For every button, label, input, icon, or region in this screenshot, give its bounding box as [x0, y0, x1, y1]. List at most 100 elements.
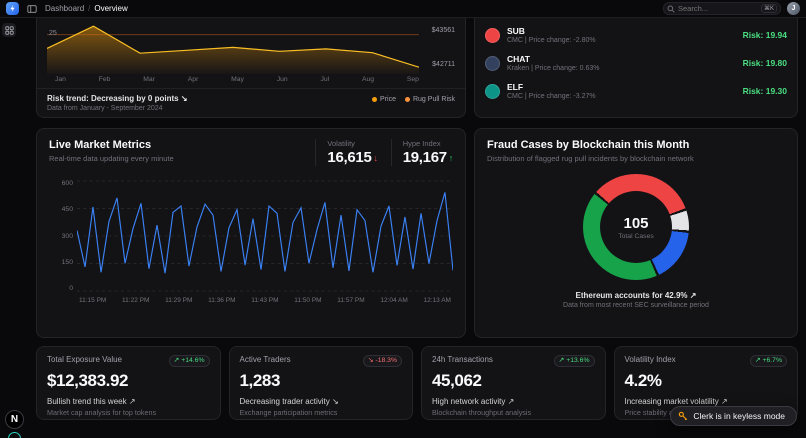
breadcrumb-section[interactable]: Dashboard: [45, 4, 85, 13]
search-shortcut-kbd: ⌘K: [760, 4, 777, 13]
middle-row: Live Market Metrics Real-time data updat…: [36, 128, 798, 338]
change-badge: +14.6%: [168, 355, 210, 368]
risk-chart-footer: Risk trend: Decreasing by 0 points Data …: [47, 89, 455, 112]
live-line-chart: 600 450 300 150 0: [49, 180, 453, 292]
month-tick: May: [231, 76, 244, 83]
stat-card-24h-transactions: 24h Transactions +13.6% 45,062 High netw…: [421, 346, 606, 420]
stat-label: Volatility Index: [624, 355, 676, 364]
volatility-value: 16,615: [327, 149, 372, 166]
toast-label: Clerk is in keyless mode: [693, 411, 785, 421]
live-metrics-subtitle: Real-time data updating every minute: [49, 154, 174, 163]
price-legend-dot-icon: [372, 97, 378, 102]
risk-chart-svg: [47, 25, 419, 74]
search-input[interactable]: [678, 4, 758, 13]
stat-value: 1,283: [239, 371, 281, 391]
top-row: 25 $43561 $42711 Jan Feb Mar Apr May Jun…: [36, 18, 798, 118]
right-axis-label-low: $42711: [432, 61, 455, 68]
live-chart-x-axis: 11:15 PM 11:22 PM 11:29 PM 11:36 PM 11:4…: [79, 297, 451, 304]
risk-source-text: Data from January - September 2024: [47, 105, 163, 112]
donut-center: 105 Total Cases: [600, 191, 672, 263]
key-icon: [679, 411, 688, 421]
total-cases-label: Total Cases: [618, 232, 654, 240]
live-metrics-title: Live Market Metrics: [49, 139, 152, 151]
trend-down-arrow-icon: [181, 94, 188, 103]
risk-chart-right-axis: $43561 $42711: [419, 18, 455, 74]
stat-value: 4.2%: [624, 371, 663, 391]
main-content: 25 $43561 $42711 Jan Feb Mar Apr May Jun…: [0, 0, 806, 420]
breadcrumb-separator: /: [88, 4, 91, 13]
token-row[interactable]: SUB CMC | Price change: -2.80% Risk: 19.…: [475, 21, 797, 49]
live-chart-y-axis: 600 450 300 150 0: [61, 180, 73, 292]
change-badge: -18.3%: [362, 355, 402, 368]
token-symbol: ELF: [507, 82, 524, 92]
token-risk-score: Risk: 19.30: [742, 86, 787, 96]
month-tick: Aug: [361, 76, 375, 83]
stat-value: 45,062: [432, 371, 482, 391]
trend-arrow-icon: [721, 397, 728, 406]
stat-card-active-traders: Active Traders -18.3% 1,283 Decreasing t…: [228, 346, 413, 420]
nextjs-dev-badge[interactable]: N: [5, 410, 24, 429]
fraud-footer-sub: Data from most recent SEC surveillance p…: [563, 302, 709, 309]
stat-card-total-exposure: Total Exposure Value +14.6% $12,383.92 B…: [36, 346, 221, 420]
fraud-cases-card: Fraud Cases by Blockchain this Month Dis…: [474, 128, 798, 338]
month-tick: Jul: [320, 76, 330, 83]
trend-arrow-icon: [129, 397, 136, 406]
stat-label: Total Exposure Value: [47, 355, 123, 364]
live-chart-svg: [77, 180, 453, 292]
dev-tools-badge[interactable]: [8, 432, 21, 438]
risk-trend-chart-card: 25 $43561 $42711 Jan Feb Mar Apr May Jun…: [36, 18, 466, 118]
stat-description: Exchange participation metrics: [239, 408, 338, 418]
token-row[interactable]: CHAT Kraken | Price change: 0.63% Risk: …: [475, 49, 797, 77]
user-avatar[interactable]: J: [787, 2, 800, 15]
token-logo-icon: [485, 27, 500, 43]
trend-arrow-icon: [332, 397, 339, 406]
stat-trend: Increasing market volatility: [625, 397, 788, 406]
stat-trend: High network activity: [432, 397, 595, 406]
sidebar-toggle-icon[interactable]: [25, 2, 39, 16]
search-box[interactable]: ⌘K: [663, 2, 781, 15]
legend-item-rug-pull-risk: Rug Pull Risk: [404, 96, 455, 103]
token-meta: CMC | Price change: -2.80%: [507, 37, 596, 44]
stat-description: Price stability assessment: [624, 408, 708, 418]
risk-chart-plot: 25: [47, 18, 419, 74]
month-tick: Mar: [143, 76, 155, 83]
change-badge: +6.7%: [749, 355, 787, 368]
card-divider: [37, 88, 465, 89]
badge-arrow-icon: [755, 357, 761, 365]
month-tick: Jun: [276, 76, 288, 83]
hype-index-label: Hype Index: [402, 139, 441, 148]
badge-arrow-icon: [174, 357, 180, 365]
month-tick: Jan: [55, 76, 66, 83]
token-meta: CMC | Price change: -3.27%: [507, 93, 596, 100]
dashboard-grid-icon[interactable]: [2, 23, 16, 37]
fraud-footer-main: Ethereum accounts for 42.9%: [487, 291, 785, 300]
legend-item-price: Price: [372, 96, 396, 103]
stat-description: Market cap analysis for top tokens: [47, 408, 157, 418]
clerk-keyless-toast[interactable]: Clerk is in keyless mode: [670, 406, 797, 426]
month-tick: Sep: [406, 76, 419, 83]
app-logo-icon[interactable]: [6, 2, 19, 15]
token-logo-icon: [485, 83, 500, 99]
token-risk-score: Risk: 19.80: [742, 58, 787, 68]
stat-label: Active Traders: [239, 355, 291, 364]
topbar: Dashboard / Overview ⌘K J: [0, 0, 806, 18]
risk-chart-legend: Price Rug Pull Risk: [372, 94, 455, 103]
stats-row: Total Exposure Value +14.6% $12,383.92 B…: [36, 346, 798, 420]
right-axis-label-high: $43561: [431, 27, 455, 34]
change-badge: +13.6%: [553, 355, 595, 368]
search-icon: [667, 5, 675, 13]
token-logo-icon: [485, 55, 500, 71]
fraud-card-subtitle: Distribution of flagged rug pull inciden…: [487, 154, 694, 163]
risk-chart-left-axis-label: 25: [49, 30, 57, 37]
token-meta: Kraken | Price change: 0.63%: [507, 65, 600, 72]
stat-description: Blockchain throughput analysis: [432, 408, 532, 418]
token-row[interactable]: ELF CMC | Price change: -3.27% Risk: 19.…: [475, 77, 797, 105]
badge-arrow-icon: [559, 357, 565, 365]
volatility-metric: Volatility 16,615: [315, 139, 377, 166]
stat-label: 24h Transactions: [432, 355, 493, 364]
total-cases-value: 105: [623, 214, 649, 232]
month-tick: Apr: [187, 76, 199, 83]
breadcrumb: Dashboard / Overview: [45, 4, 128, 13]
left-sidebar: [0, 18, 18, 438]
live-market-metrics-card: Live Market Metrics Real-time data updat…: [36, 128, 466, 338]
